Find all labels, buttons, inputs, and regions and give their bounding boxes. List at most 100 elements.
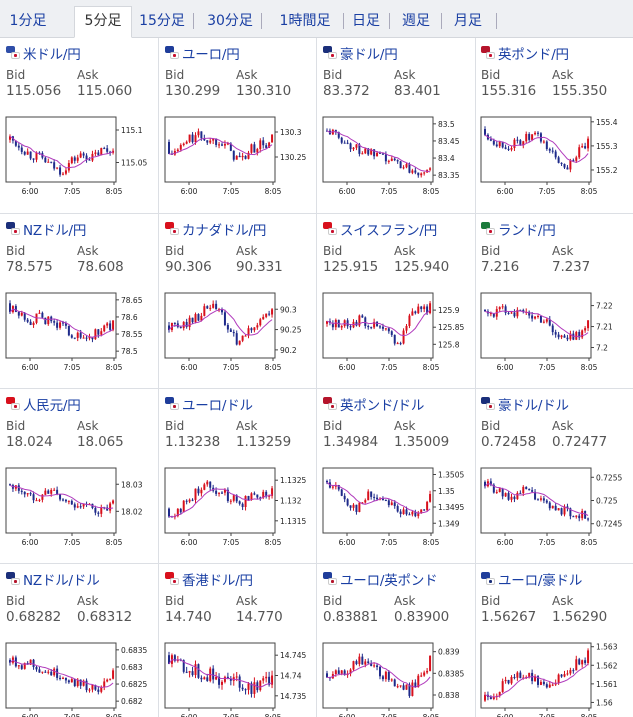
pair-title[interactable]: 香港ドル/円 (165, 570, 253, 589)
price-chart[interactable]: 1.1325 1.132 1.1315 6:00 7:05 8:05 (159, 465, 317, 551)
pair-name-link[interactable]: カナダドル/円 (182, 223, 267, 239)
candle (575, 655, 578, 671)
price-chart[interactable]: 115.1 115.05 6:00 7:05 8:05 (0, 114, 158, 200)
currency-flag-icon (323, 221, 338, 237)
pair-card[interactable]: 米ドル/円 Bid Ask 115.056 115.060 115.1 115.05 6:00… (0, 38, 158, 213)
pair-name-link[interactable]: ユーロ/ドル (182, 398, 253, 414)
price-chart[interactable]: 14.745 14.74 14.735 6:00 7:05 8:05 (159, 640, 317, 717)
pair-title[interactable]: カナダドル/円 (165, 220, 267, 239)
pair-card[interactable]: 人民元/円 Bid Ask 18.024 18.065 18.03 18.02 6:00 7:0… (0, 389, 158, 564)
price-chart[interactable]: 125.9 125.85 125.8 6:00 7:05 8:05 (317, 290, 475, 376)
bid-value: 0.83881 (323, 609, 379, 625)
pair-name-link[interactable]: ユーロ/豪ドル (498, 573, 583, 589)
pair-name-link[interactable]: 豪ドル/ドル (498, 398, 569, 414)
pair-title[interactable]: NZドル/ドル (6, 570, 100, 589)
candle (109, 501, 112, 514)
candle (247, 682, 250, 695)
tab-5[interactable]: 日足 (352, 13, 380, 29)
pair-title[interactable]: スイスフラン/円 (323, 220, 438, 239)
pair-name-link[interactable]: 人民元/円 (23, 398, 81, 414)
pair-card[interactable]: 英ポンド/円 Bid Ask 155.316 155.350 155.4 155.3 155.… (475, 38, 633, 213)
pair-title[interactable]: ユーロ/英ポンド (323, 570, 438, 589)
pair-card[interactable]: NZドル/円 Bid Ask 78.575 78.608 78.65 78.6 78.55 78… (0, 214, 158, 389)
candle (191, 666, 194, 677)
pair-title[interactable]: ユーロ/豪ドル (481, 570, 583, 589)
tab-4[interactable]: 1時間足 (279, 13, 331, 29)
y-tick-label: 0.683 (121, 663, 143, 672)
pair-card[interactable]: ランド/円 Bid Ask 7.216 7.237 7.22 7.21 7.2 6:00 7:05… (475, 214, 633, 389)
tab-0[interactable]: 1分足 (9, 13, 47, 29)
price-chart[interactable]: 78.65 78.6 78.55 78.5 6:00 7:05 8:05 (0, 290, 158, 376)
bid-label: Bid (323, 68, 343, 82)
pair-card[interactable]: カナダドル/円 Bid Ask 90.306 90.331 90.3 90.25 90.2 6:… (159, 214, 317, 389)
candle (337, 667, 340, 675)
pair-card[interactable]: NZドル/ドル Bid Ask 0.68282 0.68312 0.6835 0.683 0.… (0, 564, 158, 717)
pair-name-link[interactable]: 英ポンド/ドル (340, 398, 425, 414)
y-tick-label: 83.35 (438, 171, 460, 180)
pair-name-link[interactable]: ユーロ/円 (182, 47, 240, 63)
pair-card[interactable]: ユーロ/豪ドル Bid Ask 1.56267 1.56290 1.563 1.562 1.5… (475, 564, 633, 717)
tab-6[interactable]: 週足 (402, 13, 430, 29)
candle (498, 140, 501, 149)
pair-card[interactable]: 豪ドル/円 Bid Ask 83.372 83.401 83.5 83.45 83.4 83.3… (317, 38, 475, 213)
pair-card[interactable]: ユーロ/ドル Bid Ask 1.13238 1.13259 1.1325 1.132 1.1… (159, 389, 317, 564)
candle (426, 500, 429, 511)
candle (253, 327, 256, 333)
pair-name-link[interactable]: 英ポンド/円 (498, 47, 569, 63)
pair-card[interactable]: ユーロ/英ポンド Bid Ask 0.83881 0.83900 0.839 0.8385 0… (317, 564, 475, 717)
pair-name-link[interactable]: 米ドル/円 (23, 47, 81, 63)
price-chart[interactable]: 18.03 18.02 6:00 7:05 8:05 (0, 465, 158, 551)
y-tick-label: 0.6825 (121, 680, 147, 689)
pair-name-link[interactable]: NZドル/ドル (23, 573, 100, 589)
pair-name-link[interactable]: 豪ドル/円 (340, 47, 398, 63)
pair-title[interactable]: 人民元/円 (6, 395, 81, 414)
tab-2[interactable]: 15分足 (139, 13, 185, 29)
price-chart[interactable]: 1.3505 1.35 1.3495 1.349 6:00 7:05 8:05 (317, 465, 475, 551)
candle (537, 314, 539, 319)
price-chart[interactable]: 90.3 90.25 90.2 6:00 7:05 8:05 (159, 290, 317, 376)
tab-1[interactable]: 5分足 (74, 6, 132, 38)
pair-card[interactable]: 豪ドル/ドル Bid Ask 0.72458 0.72477 0.7255 0.725 0.7… (475, 389, 633, 564)
pair-title[interactable]: 英ポンド/ドル (323, 395, 425, 414)
pair-title[interactable]: 豪ドル/ドル (481, 395, 569, 414)
pair-name-link[interactable]: 香港ドル/円 (182, 573, 253, 589)
candle (85, 153, 88, 163)
candle (56, 167, 59, 170)
bid-value: 155.316 (481, 83, 537, 99)
price-chart[interactable]: 1.563 1.562 1.561 1.56 6:00 7:05 8:05 (475, 640, 633, 717)
pair-name-link[interactable]: スイスフラン/円 (340, 223, 438, 239)
candle (197, 128, 200, 138)
pair-title[interactable]: 豪ドル/円 (323, 44, 398, 63)
candle (218, 673, 221, 689)
price-chart[interactable]: 0.839 0.8385 0.838 6:00 7:05 8:05 (317, 640, 475, 717)
pair-card[interactable]: 英ポンド/ドル Bid Ask 1.34984 1.35009 1.3505 1.35 1.3… (317, 389, 475, 564)
price-chart[interactable]: 83.5 83.45 83.4 83.35 6:00 7:05 8:05 (317, 114, 475, 200)
price-chart[interactable]: 7.22 7.21 7.2 6:00 7:05 8:05 (475, 290, 633, 376)
pair-name-link[interactable]: NZドル/円 (23, 223, 87, 239)
candle (528, 310, 531, 319)
pair-title[interactable]: 米ドル/円 (6, 44, 81, 63)
pair-name-link[interactable]: ランド/円 (498, 223, 556, 239)
price-chart[interactable]: 130.3 130.25 6:00 7:05 8:05 (159, 114, 317, 200)
pair-card[interactable]: ユーロ/円 Bid Ask 130.299 130.310 130.3 130.25 6:00… (159, 38, 317, 213)
price-chart[interactable]: 155.4 155.3 155.2 6:00 7:05 8:05 (475, 114, 633, 200)
currency-flag-icon (481, 396, 496, 412)
pair-title[interactable]: ユーロ/円 (165, 44, 240, 63)
pair-title[interactable]: 英ポンド/円 (481, 44, 569, 63)
candle (364, 148, 367, 155)
pair-card[interactable]: スイスフラン/円 Bid Ask 125.915 125.940 125.9 125.85 1… (317, 214, 475, 389)
candle (212, 300, 215, 309)
price-chart[interactable]: 0.6835 0.683 0.6825 0.682 6:00 7:05 8:05 (0, 640, 158, 717)
pair-title[interactable]: ランド/円 (481, 220, 556, 239)
tab-3[interactable]: 30分足 (207, 13, 253, 29)
pair-title[interactable]: NZドル/円 (6, 220, 87, 239)
pair-name-link[interactable]: ユーロ/英ポンド (340, 573, 438, 589)
y-tick-label: 78.6 (121, 313, 138, 322)
price-chart[interactable]: 0.7255 0.725 0.7245 6:00 7:05 8:05 (475, 465, 633, 551)
tab-7[interactable]: 月足 (454, 13, 482, 29)
candle (35, 313, 38, 325)
pair-card[interactable]: 香港ドル/円 Bid Ask 14.740 14.770 14.745 14.74 14.73… (159, 564, 317, 717)
pair-title[interactable]: ユーロ/ドル (165, 395, 253, 414)
candle (221, 680, 223, 690)
candle (411, 168, 414, 175)
